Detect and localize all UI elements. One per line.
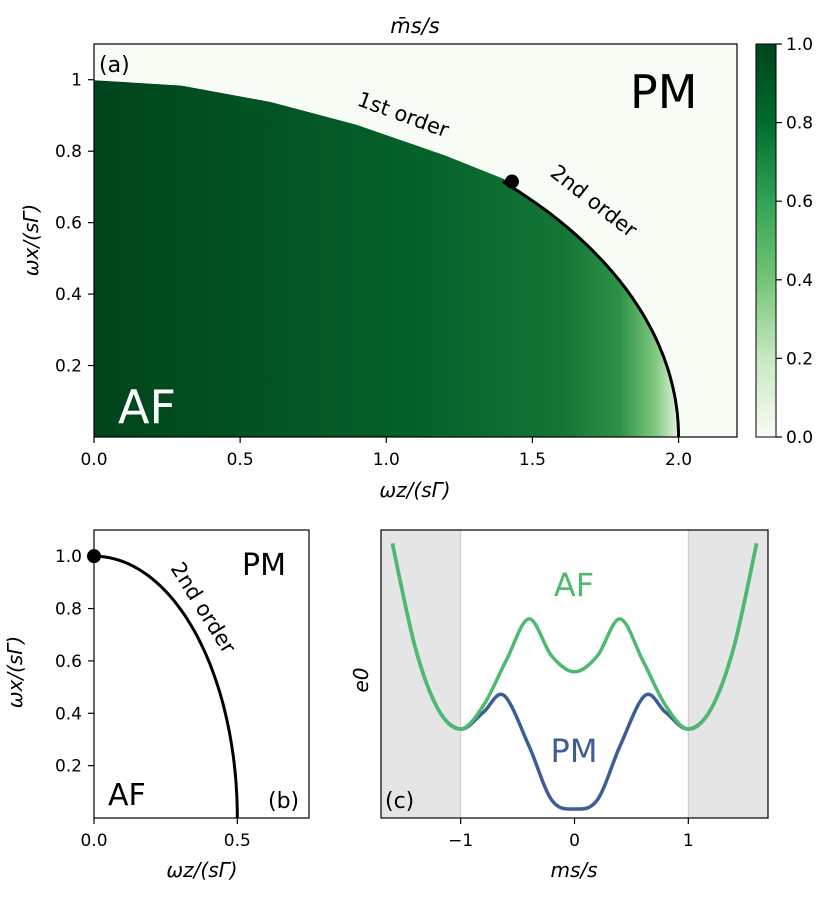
colorbar-tick-label: 0.2 (786, 349, 813, 369)
panel-b-ytick-label: 1.0 (55, 547, 82, 567)
panel-a-ytick-label: 1 (71, 71, 82, 91)
colorbar-axis: 0.0 0.2 0.4 0.6 0.8 1.0 (776, 35, 813, 448)
panel-b-background (94, 530, 309, 818)
panel-b-ytick-label: 0.8 (55, 600, 82, 620)
panel-a-axes: 0.0 0.5 1.0 1.5 2.0 0.2 0.4 0.6 0.8 1 (55, 71, 692, 470)
second-order-boundary-b (93, 554, 239, 818)
panel-a-ytick-label: 0.6 (55, 214, 82, 234)
colorbar-tick-label: 0.0 (786, 428, 813, 448)
panel-a-xtick-label: 0.0 (80, 450, 107, 470)
panel-a-heatmap: m̄s/s (a) PM AF 1st order 2nd order 0.0 0… (19, 14, 738, 502)
panel-b-ytick-label: 0.6 (55, 652, 82, 672)
panel-b-frame (93, 529, 310, 819)
panel-a-xtick-label: 0.5 (227, 450, 254, 470)
panel-b-ytick-label: 0.4 (55, 704, 82, 724)
colorbar-tick-label: 0.8 (786, 114, 813, 134)
panel-a-label: (a) (99, 53, 130, 78)
panel-a-ytick-label: 0.4 (55, 285, 82, 305)
panel-b-phase-diagram: PM AF (b) 2nd order 0.0 0.50.20.40.60.81.… (3, 529, 310, 882)
panel-b-xtick-label: 0.5 (224, 831, 251, 851)
region-label-pm-a: PM (630, 65, 697, 119)
region-label-af-b: AF (108, 778, 146, 813)
region-label-pm-b: PM (242, 548, 286, 583)
panel-a-xtick-label: 1.5 (519, 450, 546, 470)
panel-b-xtick-label: 0.0 (80, 831, 107, 851)
panel-a-frame (93, 43, 738, 438)
panel-a-af-region (94, 79, 679, 437)
panel-a-xtick-label: 2.0 (665, 450, 692, 470)
colorbar-tick-label: 1.0 (786, 35, 813, 55)
panel-c-xlabel: ms/s (550, 858, 597, 882)
panel-a-ytick-label: 0.2 (55, 357, 82, 377)
colorbar: 0.0 0.2 0.4 0.6 0.8 1.0 (755, 35, 813, 448)
panel-c-energy-landscape: AF PM (c) −1 0 1 ms/s e0 (349, 529, 769, 882)
panel-b-label: (b) (268, 789, 299, 814)
panel-a-ytick-label: 0.8 (55, 142, 82, 162)
panel-c-xtick-label: −1 (448, 831, 473, 851)
panel-a-title: m̄s/s (390, 14, 439, 38)
series-label-pm: PM (551, 732, 598, 770)
panel-a-ylabel: ωx/(sΓ) (19, 204, 43, 277)
colorbar-gradient (755, 43, 777, 438)
panel-c-shaded-regions (381, 530, 768, 818)
panel-c-curves (390, 543, 759, 811)
panel-c-ylabel: e0 (349, 667, 373, 692)
second-order-boundary-a (501, 180, 680, 437)
panel-c-label: (c) (385, 789, 414, 814)
panel-a-xlabel: ωz/(sΓ) (379, 478, 450, 502)
panel-c-xtick-label: 1 (683, 831, 694, 851)
region-label-af-a: AF (118, 380, 176, 434)
panel-b-ytick-label: 0.2 (55, 757, 82, 777)
panel-c-axes: −1 0 1 (448, 818, 694, 851)
panel-b-xlabel: ωz/(sΓ) (166, 858, 237, 882)
colorbar-tick-label: 0.4 (786, 271, 813, 291)
panel-b-ylabel: ωx/(sΓ) (3, 636, 27, 709)
panel-c-series-af (390, 543, 759, 731)
panel-b-axes: 0.0 0.5 0.2 0.4 0.6 0.8 1.0 (55, 547, 251, 851)
panel-c-shaded-region (688, 530, 768, 818)
colorbar-tick-label: 0.6 (786, 192, 813, 212)
panel-a-xtick-label: 1.0 (373, 450, 400, 470)
tricritical-point (504, 174, 519, 189)
panel-c-shaded-region (381, 530, 461, 818)
panel-c-xtick-label: 0 (569, 831, 580, 851)
series-label-af: AF (554, 566, 594, 604)
first-order-boundary (93, 79, 513, 183)
